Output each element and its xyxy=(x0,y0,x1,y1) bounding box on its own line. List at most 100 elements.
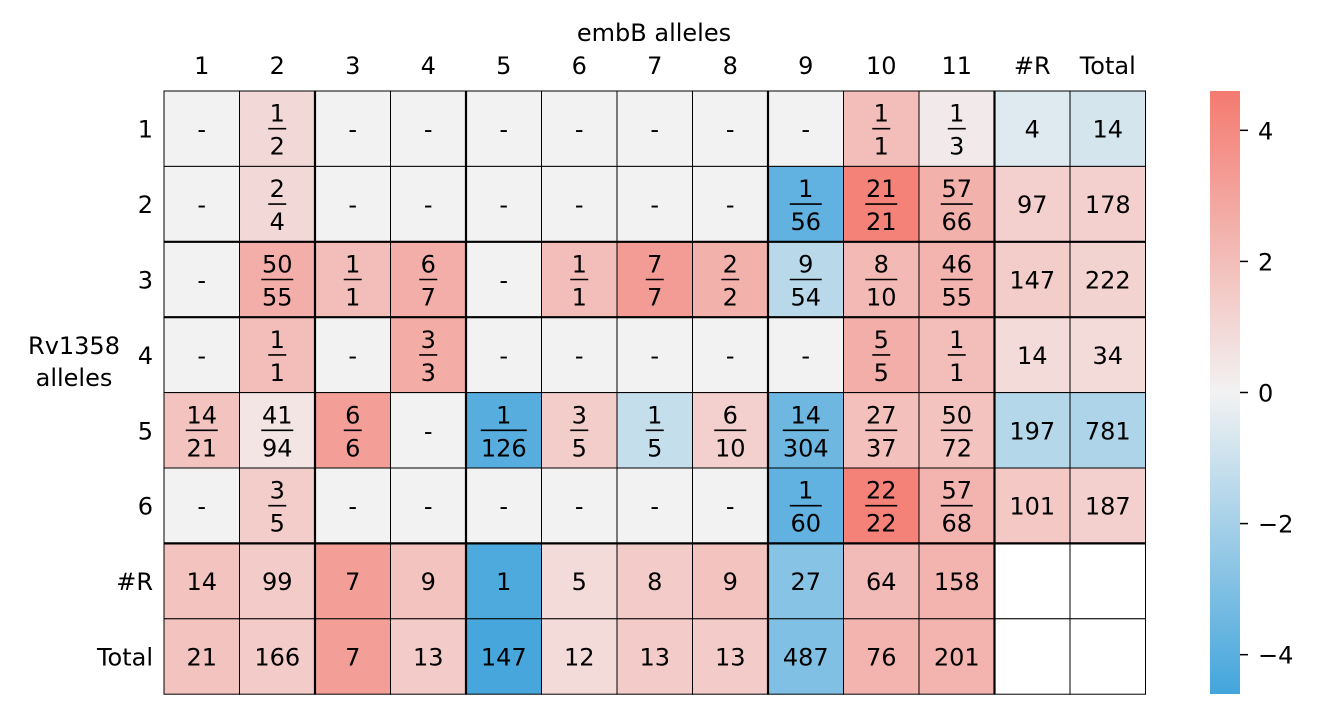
cell-value: 5 xyxy=(572,568,587,596)
cell-denominator: 10 xyxy=(715,434,746,462)
cell-value: - xyxy=(197,342,206,370)
cell-value: - xyxy=(726,191,735,219)
cell-value: - xyxy=(575,191,584,219)
heatmap-cell: - xyxy=(767,316,844,394)
heatmap-cell: 101 xyxy=(994,467,1071,544)
x-tick-label: 4 xyxy=(421,52,436,80)
x-tick-label: 11 xyxy=(941,52,972,80)
cell-rect xyxy=(692,90,769,167)
cell-denominator: 4 xyxy=(270,208,285,236)
cell-rect xyxy=(541,90,618,167)
heatmap-cell: 197 xyxy=(994,392,1071,469)
heatmap-cell: 178 xyxy=(1069,165,1146,243)
heatmap-cell: - xyxy=(616,90,693,167)
y-axis-title-line-1: Rv1358 xyxy=(28,332,120,360)
cell-numerator: 1 xyxy=(874,100,889,128)
cell-rect xyxy=(390,618,467,695)
colorbar xyxy=(1210,91,1240,694)
cell-value: 97 xyxy=(1017,191,1048,219)
heatmap-cell: 610 xyxy=(692,392,769,469)
cell-value: 147 xyxy=(481,644,527,672)
heatmap-cell: 487 xyxy=(767,618,844,695)
heatmap-cell: 13 xyxy=(918,90,995,167)
y-tick-label: 2 xyxy=(138,191,153,219)
heatmap-cell: 9 xyxy=(390,542,467,620)
cell-value: 1 xyxy=(496,568,511,596)
cell-value: - xyxy=(726,493,735,521)
heatmap-cell: 11 xyxy=(314,241,391,318)
heatmap-cell: 12 xyxy=(239,90,316,167)
cell-numerator: 22 xyxy=(866,477,897,505)
cell-numerator: 3 xyxy=(572,401,587,429)
cell-value: - xyxy=(197,267,206,295)
cell-value: - xyxy=(499,191,508,219)
cell-rect xyxy=(541,316,618,394)
heatmap-cell: 5 xyxy=(541,542,618,620)
cell-denominator: 5 xyxy=(647,434,662,462)
cell-value: 12 xyxy=(564,644,595,672)
cell-denominator: 1 xyxy=(270,359,285,387)
x-tick-label: 9 xyxy=(798,52,813,80)
cell-rect xyxy=(163,316,240,394)
heatmap-cell xyxy=(994,618,1071,695)
heatmap-cell: 810 xyxy=(843,241,920,318)
cell-numerator: 5 xyxy=(874,326,889,354)
cell-value: - xyxy=(499,493,508,521)
heatmap-cell: 7 xyxy=(314,618,391,695)
x-tick-label: #R xyxy=(1014,52,1051,80)
cell-value: 7 xyxy=(345,644,360,672)
x-tick-label: 5 xyxy=(496,52,511,80)
heatmap-cell: 33 xyxy=(390,316,467,394)
cell-numerator: 1 xyxy=(798,175,813,203)
colorbar-tick-label: 4 xyxy=(1258,117,1273,145)
cell-numerator: 57 xyxy=(941,477,972,505)
cell-value: 4 xyxy=(1025,116,1040,144)
heatmap-cell: 11 xyxy=(918,316,995,394)
colorbar-ticks: 4 2 0 −2 −4 xyxy=(1240,117,1293,670)
heatmap-cell: 1 xyxy=(465,542,542,620)
colorbar-tick-label: 0 xyxy=(1258,380,1273,408)
cell-numerator: 1 xyxy=(572,251,587,279)
cell-numerator: 41 xyxy=(262,401,293,429)
heatmap-cell: - xyxy=(465,316,542,394)
heatmap-cell: 13 xyxy=(390,618,467,695)
cell-denominator: 1 xyxy=(949,359,964,387)
heatmap-cell: 147 xyxy=(465,618,542,695)
x-tick-labels: 1 2 3 4 5 6 7 8 9 10 11 #R Total xyxy=(194,52,1136,80)
cell-value: - xyxy=(197,493,206,521)
cell-rect xyxy=(1069,467,1146,544)
heatmap-cell: - xyxy=(163,241,240,318)
cell-rect xyxy=(918,618,995,695)
cell-denominator: 37 xyxy=(866,434,897,462)
heatmap-cell: 8 xyxy=(616,542,693,620)
heatmap-cell: 66 xyxy=(314,392,391,469)
cell-rect xyxy=(994,90,1071,167)
heatmap-cell: 201 xyxy=(918,618,995,695)
cell-denominator: 10 xyxy=(866,284,897,312)
heatmap-cell: - xyxy=(314,316,391,394)
heatmap-cell: 97 xyxy=(994,165,1071,243)
heatmap-cell: 187 xyxy=(1069,467,1146,544)
heatmap-cell: - xyxy=(541,90,618,167)
heatmap-cell: 147 xyxy=(994,241,1071,318)
heatmap-cell: - xyxy=(541,165,618,243)
heatmap-cell: 11 xyxy=(843,90,920,167)
cell-rect xyxy=(390,542,467,620)
heatmap-cell: 166 xyxy=(239,618,316,695)
cell-rect xyxy=(163,467,240,544)
cell-value: - xyxy=(424,191,433,219)
cell-value: 7 xyxy=(345,568,360,596)
colorbar-tick-label: −2 xyxy=(1258,511,1293,539)
cell-numerator: 50 xyxy=(262,251,293,279)
heatmap-cell: 55 xyxy=(843,316,920,394)
cell-numerator: 2 xyxy=(723,251,738,279)
heatmap-cell: - xyxy=(692,467,769,544)
cell-value: 64 xyxy=(866,568,897,596)
